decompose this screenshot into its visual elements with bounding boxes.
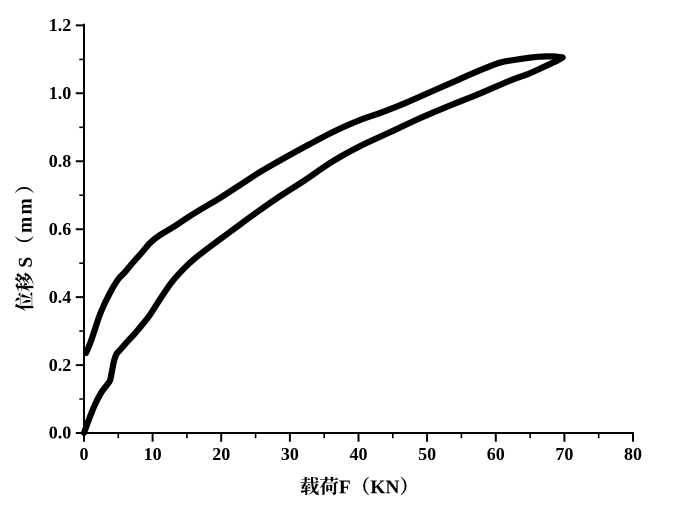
svg-text:70: 70 xyxy=(555,444,573,464)
svg-text:50: 50 xyxy=(418,444,436,464)
svg-text:80: 80 xyxy=(624,444,642,464)
svg-text:1.2: 1.2 xyxy=(49,15,72,35)
svg-text:0.6: 0.6 xyxy=(49,219,72,239)
svg-text:40: 40 xyxy=(350,444,368,464)
svg-text:0.4: 0.4 xyxy=(49,287,72,307)
svg-text:1.0: 1.0 xyxy=(49,83,72,103)
svg-text:30: 30 xyxy=(281,444,299,464)
svg-text:20: 20 xyxy=(212,444,230,464)
svg-text:10: 10 xyxy=(144,444,162,464)
svg-text:0: 0 xyxy=(80,444,89,464)
svg-text:0.0: 0.0 xyxy=(49,423,72,443)
svg-text:60: 60 xyxy=(487,444,505,464)
svg-text:0.8: 0.8 xyxy=(49,151,72,171)
svg-text:mm: mm xyxy=(16,196,37,233)
svg-text:0.2: 0.2 xyxy=(49,355,72,375)
